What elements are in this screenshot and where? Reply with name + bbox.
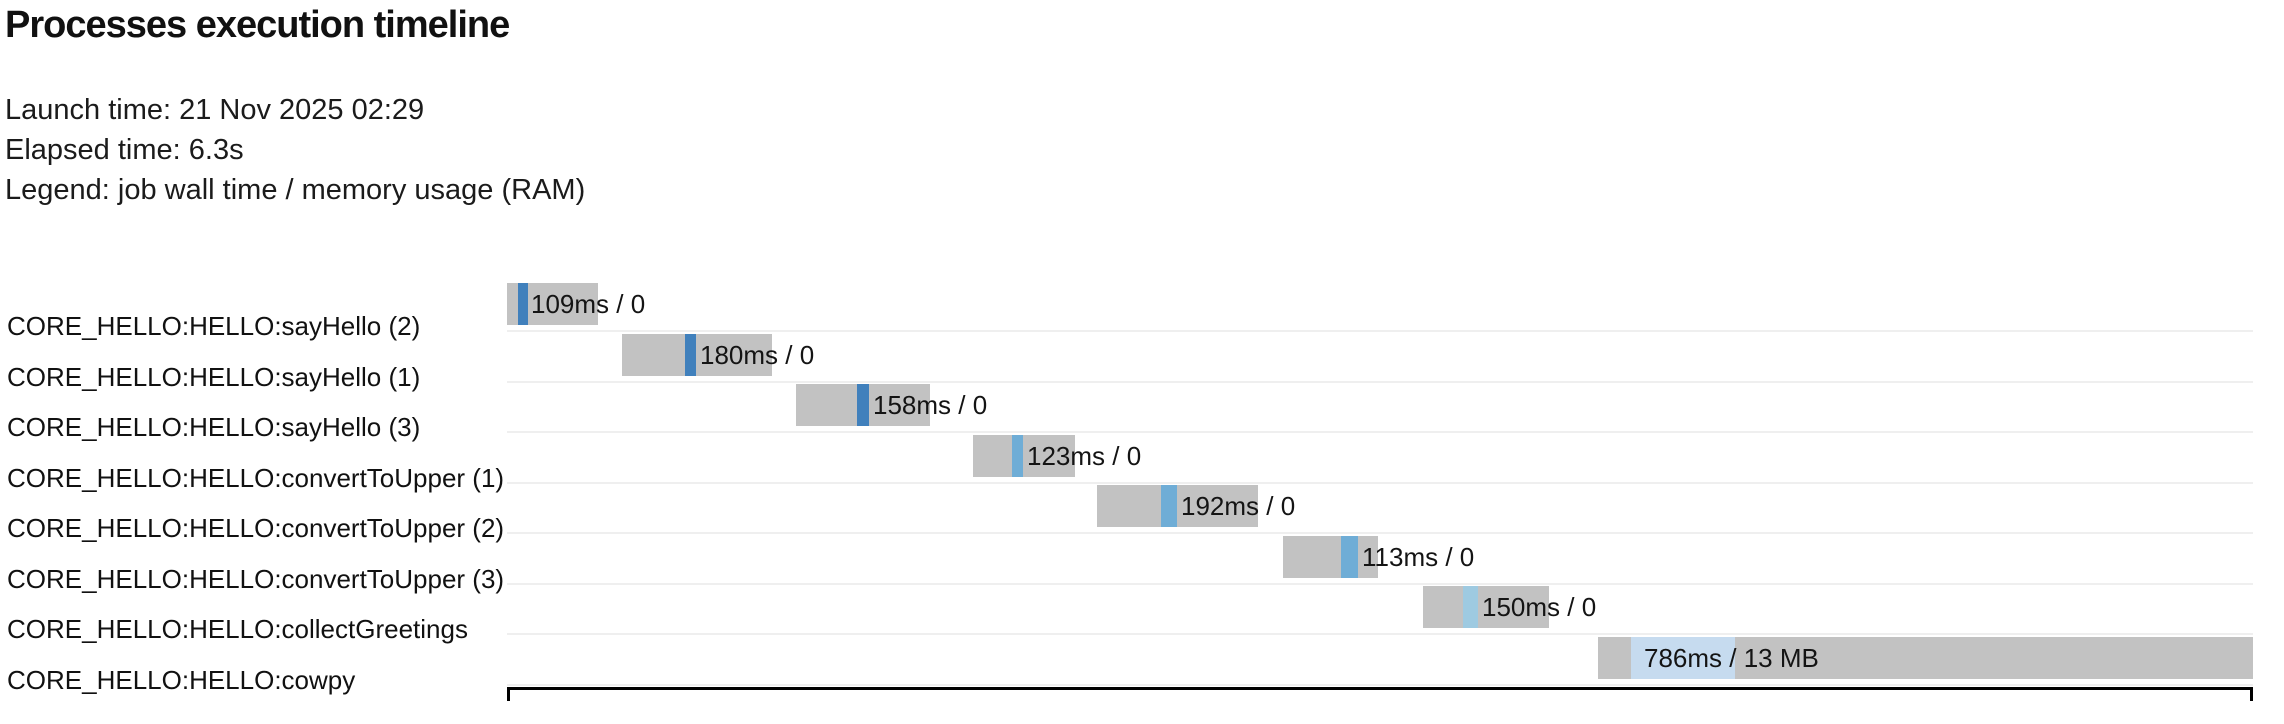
task-duration-label: 786ms / 13 MB — [1644, 642, 1819, 673]
task-run-segment — [1012, 434, 1023, 477]
task-label: CORE_HELLO:HELLO:sayHello (1) — [7, 361, 421, 392]
task-duration-label: 192ms / 0 — [1181, 491, 1296, 521]
task-label: CORE_HELLO:HELLO:sayHello (3) — [7, 412, 421, 442]
task-duration-label: 123ms / 0 — [1027, 440, 1142, 471]
task-bar — [1423, 586, 1549, 628]
elapsed-time-text: Elapsed time: 6.3s — [5, 134, 244, 166]
task-label: CORE_HELLO:HELLO:convertToUpper (1) — [7, 462, 505, 493]
task-bar — [1097, 485, 1258, 527]
task-duration-label: 109ms / 0 — [531, 289, 646, 319]
row-separator — [507, 532, 2253, 534]
task-run-segment — [685, 333, 696, 376]
x-axis-start-tick — [507, 687, 510, 701]
task-duration-label: 150ms / 0 — [1482, 592, 1597, 622]
task-run-segment — [1463, 586, 1478, 628]
task-label: CORE_HELLO:HELLO:convertToUpper (2) — [7, 513, 505, 543]
legend-text: Legend: job wall time / memory usage (RA… — [5, 174, 586, 206]
task-bar — [507, 283, 598, 325]
task-duration-label: 180ms / 0 — [700, 339, 815, 370]
task-label: CORE_HELLO:HELLO:sayHello (2) — [7, 311, 421, 341]
run-metadata: Launch time: 21 Nov 2025 02:29 Elapsed t… — [5, 90, 585, 210]
row-separator — [507, 683, 2253, 686]
row-separator — [507, 380, 2253, 383]
task-run-segment — [1341, 535, 1358, 578]
row-separator — [507, 481, 2253, 484]
row-separator — [507, 633, 2253, 635]
task-label: CORE_HELLO:HELLO:collectGreetings — [7, 614, 468, 644]
x-axis-line — [507, 687, 2253, 690]
task-bar — [622, 333, 772, 376]
row-separator — [507, 582, 2253, 585]
x-axis-end-tick — [2250, 687, 2253, 701]
task-run-segment — [1631, 636, 1735, 679]
task-run-segment — [857, 384, 869, 426]
task-run-segment — [518, 283, 528, 325]
page-title: Processes execution timeline — [5, 4, 510, 46]
task-bar — [973, 434, 1075, 477]
launch-time-text: Launch time: 21 Nov 2025 02:29 — [5, 94, 425, 126]
task-run-segment — [1161, 485, 1177, 527]
task-duration-label: 158ms / 0 — [873, 390, 988, 420]
task-bar — [1283, 535, 1378, 578]
row-separator — [507, 330, 2253, 332]
task-duration-label: 113ms / 0 — [1362, 541, 1475, 572]
task-bar — [796, 384, 930, 426]
row-separator — [507, 431, 2253, 433]
task-label: CORE_HELLO:HELLO:cowpy — [7, 664, 356, 695]
task-bar — [1598, 636, 2253, 679]
task-label: CORE_HELLO:HELLO:convertToUpper (3) — [7, 563, 505, 594]
